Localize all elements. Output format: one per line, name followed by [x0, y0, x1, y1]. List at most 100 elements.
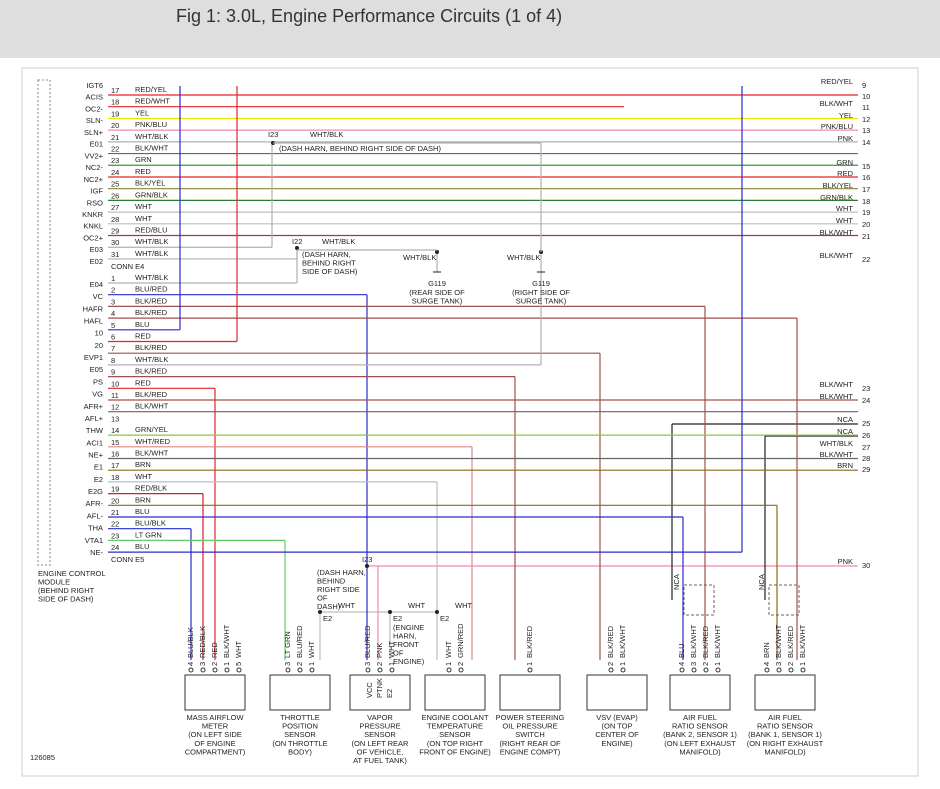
- terminal-number: 20: [862, 220, 870, 229]
- pin-name: ACI1: [86, 438, 103, 447]
- wire-label: WHT: [135, 472, 152, 481]
- component-inner: NCA: [757, 574, 766, 590]
- pin-number: 20: [111, 496, 119, 505]
- pin: [200, 667, 206, 673]
- terminal-number: 26: [862, 431, 870, 440]
- pin-name: NC2-: [85, 163, 103, 172]
- pin-number: 8: [111, 356, 115, 365]
- splice: [435, 610, 439, 614]
- wire-label: PNK/BLU: [135, 120, 167, 129]
- pin-number: 2: [210, 662, 219, 666]
- pin-number: 4: [186, 662, 195, 666]
- terminal-wire: BLK/WHT: [820, 251, 854, 260]
- terminal-number: 29: [862, 465, 870, 474]
- wire-label: BLK/RED: [135, 343, 168, 352]
- pin: [377, 667, 383, 673]
- pin: [285, 667, 291, 673]
- pin-name: HAFL: [84, 317, 103, 326]
- pin-name: VV2+: [84, 151, 103, 160]
- pin-name: PS: [93, 377, 103, 386]
- pin: [224, 667, 230, 673]
- pin-name: NC2+: [84, 175, 104, 184]
- wire-label: BLK/WHT: [135, 402, 169, 411]
- component: [669, 674, 731, 711]
- wire-label: RED: [135, 331, 151, 340]
- wire-label: GRN: [135, 155, 152, 164]
- pin-name: VC: [93, 292, 104, 301]
- splice-note: DASH): [317, 602, 341, 611]
- wire-label: WHT: [135, 202, 152, 211]
- pin-name: AFL+: [85, 414, 104, 423]
- wire-label: RED: [135, 378, 151, 387]
- component-caption: (ON LEFT SIDE: [188, 730, 242, 739]
- splice-note: OF: [317, 593, 328, 602]
- component-caption: POSITION: [282, 722, 318, 731]
- pin-number: 2: [375, 662, 384, 666]
- splice: [318, 610, 322, 614]
- pin: [776, 667, 782, 673]
- pin-name: ACIS: [85, 93, 103, 102]
- terminal-wire: BLK/YEL: [823, 181, 853, 190]
- pin-number: 19: [111, 485, 119, 494]
- pin: [236, 667, 242, 673]
- ecm-caption: (BEHIND RIGHT: [38, 586, 95, 595]
- component-caption: (RIGHT REAR OF: [499, 739, 561, 748]
- pin-number: 17: [111, 86, 119, 95]
- pin-name: HAFR: [83, 304, 104, 313]
- splice: [435, 250, 439, 254]
- component: [754, 674, 816, 711]
- splice-wire: WHT: [338, 601, 355, 610]
- wire-label: GRN/YEL: [135, 425, 168, 434]
- pin-wire: WHT: [307, 641, 316, 658]
- terminal-number: 15: [862, 162, 870, 171]
- terminal-wire: NCA: [837, 415, 853, 424]
- pin: [297, 667, 303, 673]
- pin-number: 3: [111, 297, 115, 306]
- pin-wire: RED/BLK: [198, 626, 207, 658]
- wire-label: BLK/YEL: [135, 179, 165, 188]
- wire-label: GRN/BLK: [135, 190, 168, 199]
- pin-number: 23: [111, 531, 119, 540]
- pin: [620, 667, 626, 673]
- ground-note: (REAR SIDE OF: [409, 288, 465, 297]
- pin-number: 31: [111, 250, 119, 259]
- terminal-wire: RED: [837, 169, 853, 178]
- splice-note: FRONT: [393, 640, 419, 649]
- pin-number: 18: [111, 473, 119, 482]
- terminal-wire: BLK/WHT: [820, 228, 854, 237]
- pin-number: 1: [713, 662, 722, 666]
- frame: [21, 67, 919, 777]
- terminal-wire: GRN/BLK: [820, 193, 853, 202]
- pin-wire: BLK/WHT: [618, 624, 627, 658]
- terminal-wire: YEL: [839, 111, 853, 120]
- pin-number: 2: [701, 662, 710, 666]
- terminal-number: 25: [862, 419, 870, 428]
- pin-number: 11: [111, 391, 119, 400]
- pin-wire: BLU/RED: [363, 625, 372, 658]
- component-caption: (ON TOP: [602, 722, 633, 731]
- terminal-number: 21: [862, 232, 870, 241]
- pin-wire: WHT: [234, 641, 243, 658]
- wire-label: BLK/RED: [135, 390, 168, 399]
- pin-wire: BLK/WHT: [798, 624, 807, 658]
- pin-number: 1: [798, 662, 807, 666]
- terminal-wire: RED/YEL: [821, 77, 853, 86]
- terminal-wire: GRN: [836, 158, 853, 167]
- pin-number: 15: [111, 438, 119, 447]
- component-caption: (ON TOP RIGHT: [427, 739, 484, 748]
- terminal-wire: BLK/WHT: [820, 380, 854, 389]
- pin-wire: BLU: [677, 643, 686, 658]
- pin-number: 5: [234, 662, 243, 666]
- component-caption: OF VEHICLE,: [357, 747, 404, 756]
- splice-note: (DASH HARN, BEHIND RIGHT SIDE OF DASH): [279, 144, 441, 153]
- component-caption: POWER STEERING: [496, 713, 565, 722]
- component: [349, 674, 411, 711]
- pin-number: 9: [111, 368, 115, 377]
- pin-name: E03: [90, 245, 103, 254]
- splice-id: E2: [393, 614, 402, 623]
- component: [586, 674, 648, 711]
- component-caption: AIR FUEL: [768, 713, 802, 722]
- splice-wire: WHT: [455, 601, 472, 610]
- pin: [691, 667, 697, 673]
- terminal-number: 24: [862, 396, 870, 405]
